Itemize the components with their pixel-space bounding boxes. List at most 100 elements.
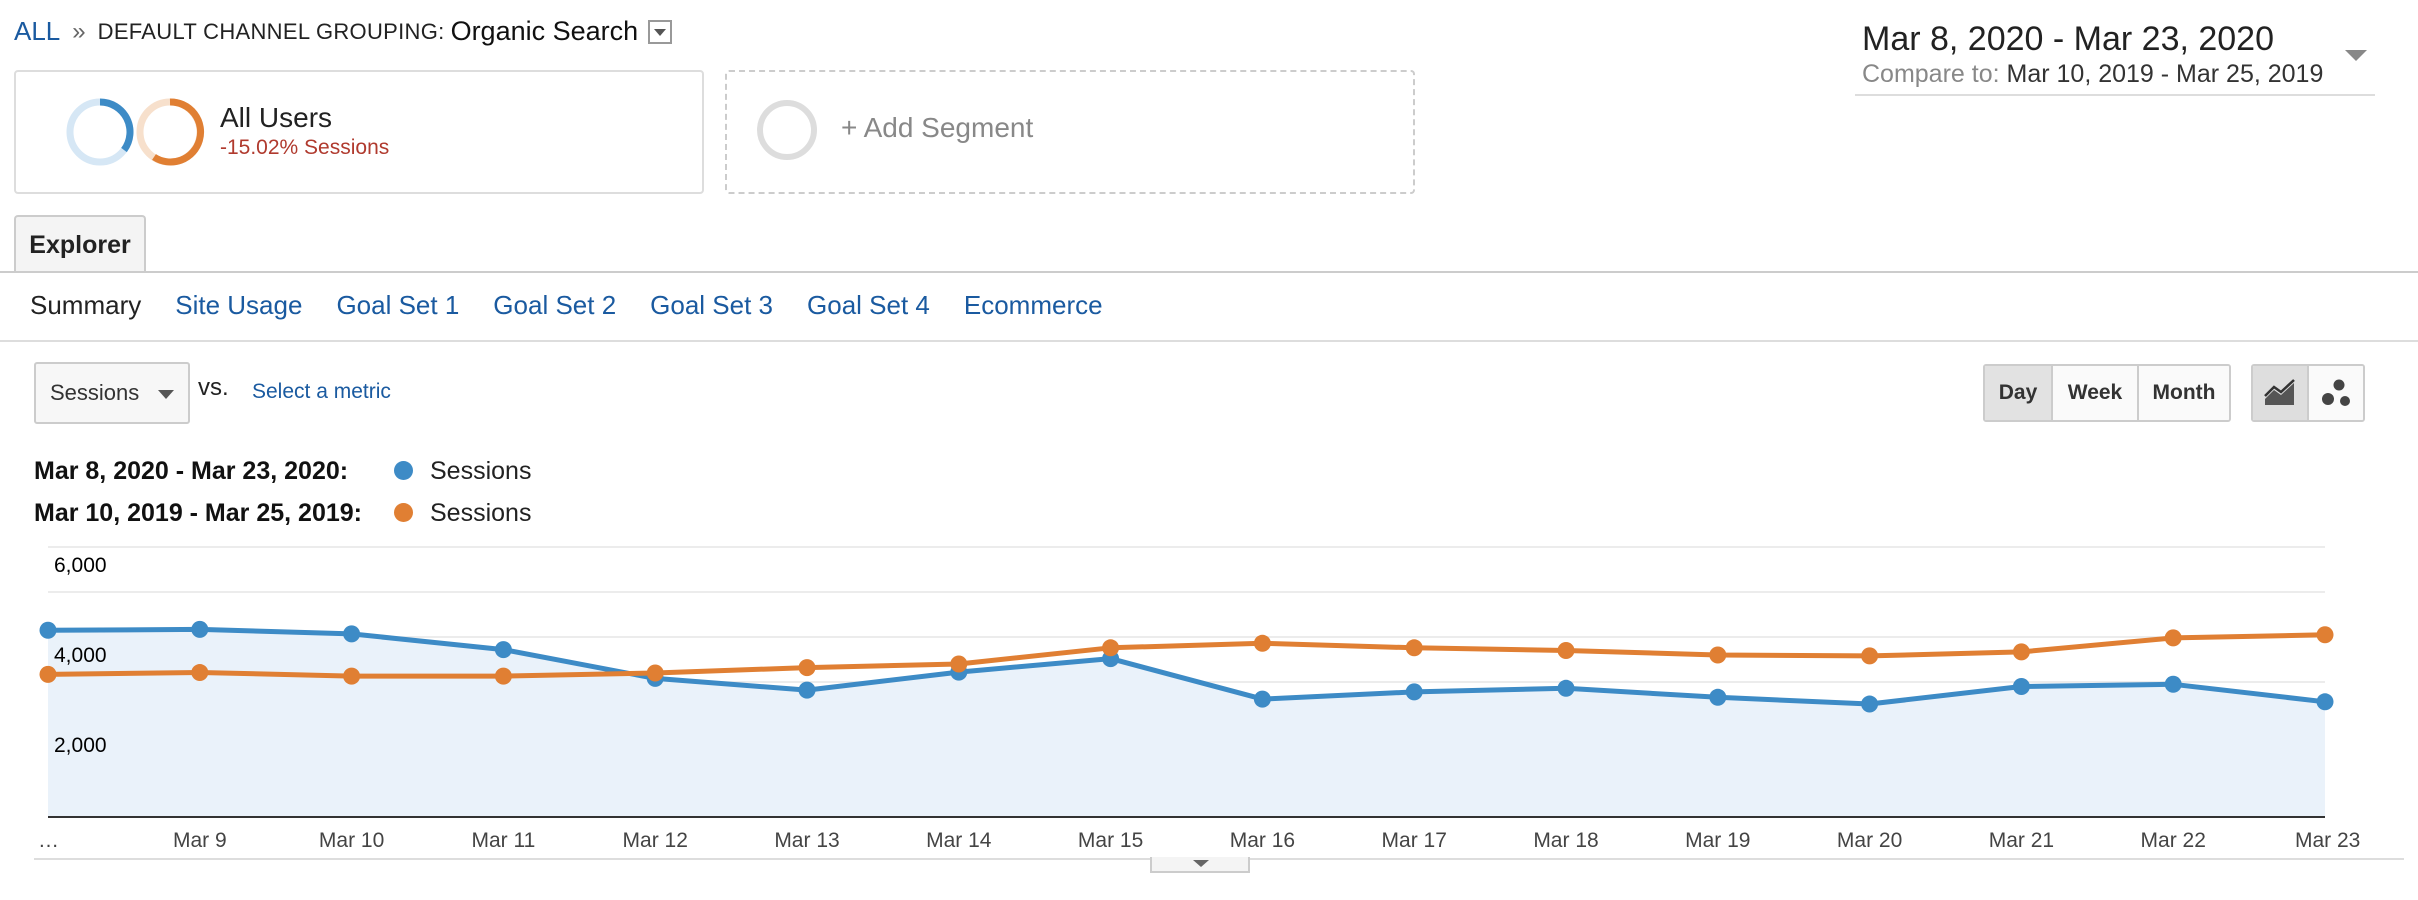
x-tick-label: Mar 21 (1989, 829, 2054, 852)
x-tick-label: Mar 14 (926, 829, 992, 852)
data-point-compare[interactable] (2164, 629, 2182, 647)
x-tick-label: Mar 22 (2141, 829, 2206, 852)
data-point-compare[interactable] (950, 655, 968, 673)
legend-dot-primary (394, 461, 413, 480)
subtab-goal-set-2[interactable]: Goal Set 2 (493, 290, 617, 320)
motion-chart-icon (2322, 379, 2350, 406)
x-tick-label: Mar 10 (319, 829, 384, 852)
y-tick-6000: 6,000 (54, 554, 107, 577)
subtab-summary[interactable]: Summary (30, 290, 142, 320)
x-tick-label: Mar 16 (1230, 829, 1295, 852)
legend-range-primary: Mar 8, 2020 - Mar 23, 2020: (34, 457, 349, 485)
segment-metric: -15.02% Sessions (220, 136, 390, 159)
data-point-compare[interactable] (2012, 643, 2030, 661)
metric-select[interactable]: Sessions (34, 362, 190, 424)
data-point-compare[interactable] (343, 667, 361, 685)
add-segment-button[interactable]: + Add Segment (725, 70, 1415, 194)
vs-label: vs. (198, 374, 229, 401)
segment-donut-primary-icon (66, 98, 134, 166)
x-tick-label: Mar 17 (1382, 829, 1447, 852)
legend-range-compare: Mar 10, 2019 - Mar 25, 2019: (34, 499, 362, 527)
series-line-compare (47, 632, 2326, 679)
breadcrumb-dimension-label: DEFAULT CHANNEL GROUPING: (97, 18, 445, 44)
segment-donut-compare-icon (136, 98, 205, 166)
line-chart-button[interactable] (2253, 366, 2309, 420)
data-point-primary[interactable] (2164, 675, 2182, 693)
granularity-toggle: Day Week Month (1983, 364, 2231, 422)
series-points-compare (39, 626, 2334, 685)
data-point-compare[interactable] (191, 664, 209, 682)
legend-series-compare: Sessions (430, 499, 532, 527)
x-axis-labels: … Mar 9 Mar 10 Mar 11 Mar 12 Mar 13 Mar 14 Mar … (38, 829, 2360, 852)
data-point-primary[interactable] (191, 620, 209, 638)
legend-series-primary: Sessions (430, 457, 532, 485)
data-point-compare[interactable] (1709, 646, 1727, 664)
data-point-primary[interactable] (494, 641, 512, 659)
collapse-chart-handle[interactable] (1150, 857, 1250, 873)
segment-all-users[interactable]: All Users -15.02% Sessions (14, 70, 704, 194)
tab-explorer[interactable]: Explorer (14, 215, 146, 273)
x-tick-label: Mar 19 (1685, 829, 1750, 852)
data-point-primary[interactable] (798, 681, 816, 699)
x-tick-label: … (38, 829, 59, 852)
x-tick-label: Mar 12 (623, 829, 688, 852)
subtab-goal-set-4[interactable]: Goal Set 4 (807, 290, 930, 320)
data-point-compare[interactable] (39, 665, 57, 683)
tab-divider (0, 271, 2418, 273)
month-button[interactable]: Month (2139, 366, 2229, 420)
select-metric-link[interactable]: Select a metric (252, 380, 391, 403)
compare-value: Mar 10, 2019 - Mar 25, 2019 (2006, 60, 2324, 88)
data-point-primary[interactable] (2012, 678, 2030, 695)
chart-type-toggle (2251, 364, 2365, 422)
area-fill-primary (48, 629, 2325, 817)
data-point-primary[interactable] (1405, 683, 1423, 701)
motion-chart-button[interactable] (2309, 366, 2363, 420)
subtab-divider (0, 340, 2418, 342)
data-point-primary[interactable] (39, 621, 57, 639)
breadcrumb-dimension-value: Organic Search (450, 16, 639, 46)
chevron-down-icon (158, 390, 174, 399)
subtab-ecommerce[interactable]: Ecommerce (963, 290, 1103, 320)
compare-label: Compare to: (1862, 60, 2000, 88)
data-point-compare[interactable] (1557, 642, 1575, 659)
chevron-down-icon[interactable] (2345, 50, 2367, 61)
breadcrumb-all-link[interactable]: ALL (14, 16, 61, 46)
data-point-primary[interactable] (2316, 693, 2334, 711)
y-tick-4000: 4,000 (54, 644, 107, 667)
subtab-site-usage[interactable]: Site Usage (175, 290, 303, 320)
date-range-primary: Mar 8, 2020 - Mar 23, 2020 (1862, 20, 2275, 58)
breadcrumb-dropdown-icon[interactable] (648, 19, 673, 44)
day-button[interactable]: Day (1985, 366, 2053, 420)
x-tick-label: Mar 23 (2295, 829, 2360, 852)
x-tick-label: Mar 13 (774, 829, 839, 852)
data-point-primary[interactable] (343, 625, 361, 643)
data-point-compare[interactable] (1253, 634, 1271, 652)
report-subtabs: Summary Site Usage Goal Set 1 Goal Set 2… (30, 290, 1137, 321)
data-point-compare[interactable] (1405, 639, 1423, 657)
date-range-picker[interactable]: Mar 8, 2020 - Mar 23, 2020 Compare to: M… (1855, 20, 2375, 96)
add-segment-label: + Add Segment (841, 112, 1034, 143)
y-tick-2000: 2,000 (54, 734, 107, 757)
data-point-compare[interactable] (1102, 639, 1120, 657)
breadcrumb-separator: » (72, 17, 86, 45)
x-tick-label: Mar 20 (1837, 829, 1902, 852)
week-button[interactable]: Week (2053, 366, 2139, 420)
data-point-primary[interactable] (1709, 688, 1727, 706)
data-point-compare[interactable] (2316, 626, 2334, 644)
add-segment-circle-icon (757, 100, 817, 160)
subtab-goal-set-1[interactable]: Goal Set 1 (336, 290, 460, 320)
data-point-primary[interactable] (1253, 690, 1271, 708)
sessions-line-chart: 6,000 4,000 2,000 … Mar 9 Mar 10 Mar 11 Mar … (38, 546, 2360, 852)
data-point-primary[interactable] (1861, 695, 1879, 713)
data-point-compare[interactable] (494, 667, 512, 685)
data-point-compare[interactable] (646, 664, 664, 682)
date-range-compare: Compare to: Mar 10, 2019 - Mar 25, 2019 (1862, 60, 2323, 89)
x-tick-label: Mar 9 (173, 829, 227, 852)
breadcrumb: ALL » DEFAULT CHANNEL GROUPING: Organic … (14, 16, 673, 47)
data-point-compare[interactable] (798, 659, 816, 677)
subtab-goal-set-3[interactable]: Goal Set 3 (650, 290, 774, 320)
segment-title: All Users (220, 102, 333, 133)
data-point-compare[interactable] (1861, 647, 1879, 665)
legend-dot-compare (394, 503, 413, 522)
data-point-primary[interactable] (1557, 679, 1575, 697)
